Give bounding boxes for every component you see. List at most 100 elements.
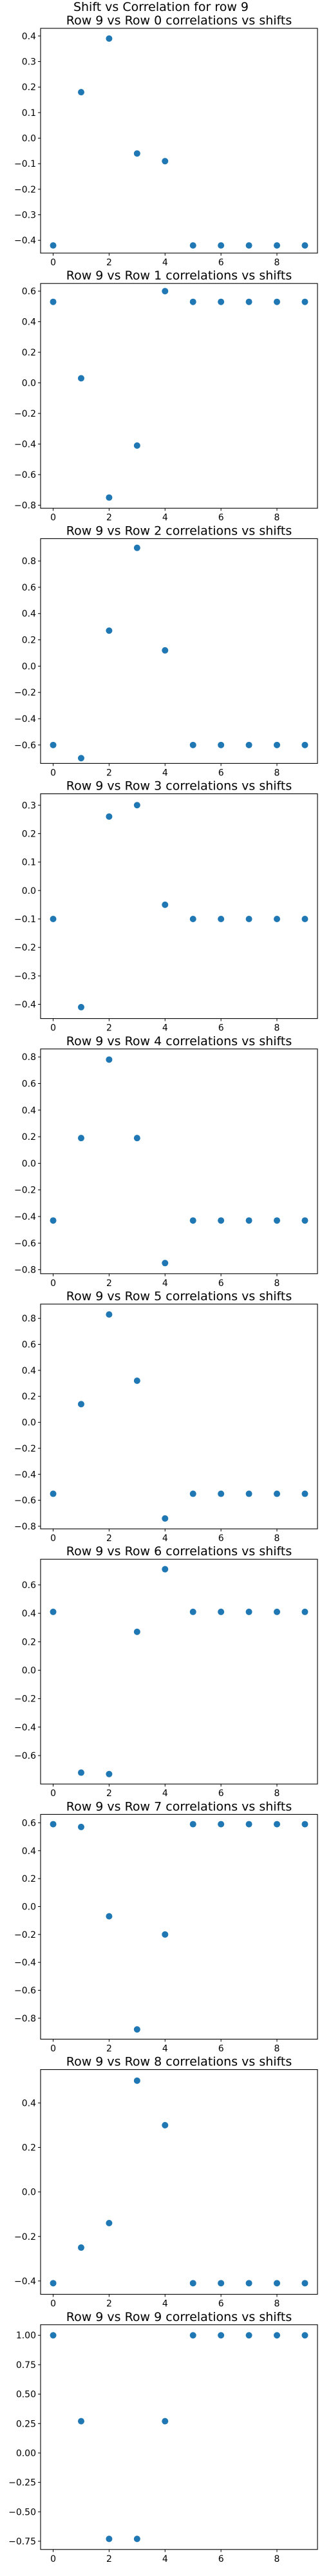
data-point	[133, 2077, 140, 2084]
subplot-1: Row 9 vs Row 1 correlations vs shifts 0 2 4…	[14, 269, 318, 523]
axes-frame	[40, 1814, 318, 2040]
data-point	[189, 242, 196, 249]
y-tick-label: 0.1	[22, 108, 36, 118]
y-tick-label: −0.6	[14, 1496, 36, 1506]
y-tick-label: −0.4	[14, 236, 36, 246]
x-tick-label: 8	[274, 2299, 280, 2309]
x-tick-label: 0	[50, 2554, 56, 2564]
data-point	[50, 298, 57, 305]
data-point	[162, 2121, 169, 2128]
x-tick-label: 6	[218, 768, 224, 778]
data-point	[218, 242, 225, 249]
data-point	[162, 1515, 169, 1522]
y-tick-label: −0.4	[14, 2277, 36, 2287]
figure-suptitle: Shift vs Correlation for row 9	[73, 0, 249, 14]
data-point	[218, 2332, 225, 2339]
data-point	[77, 89, 84, 96]
y-tick-label: 0.50	[16, 2390, 36, 2400]
data-point	[189, 2332, 196, 2339]
axes-frame	[40, 283, 318, 509]
y-tick-label: −0.2	[14, 1930, 36, 1940]
y-tick-label: 0.2	[22, 348, 36, 358]
y-tick-label: −0.8	[14, 1265, 36, 1276]
data-point	[274, 2280, 281, 2287]
data-point	[301, 1608, 308, 1615]
data-point	[274, 298, 281, 305]
y-tick-label: −0.2	[14, 1186, 36, 1196]
subplot-title: Row 9 vs Row 7 correlations vs shifts	[66, 1799, 292, 1814]
y-tick-label: −0.2	[14, 185, 36, 195]
y-tick-label: −0.2	[14, 409, 36, 419]
x-tick-label: 2	[106, 513, 112, 523]
data-point	[189, 298, 196, 305]
data-point	[77, 375, 84, 382]
x-tick-label: 0	[50, 1023, 56, 1034]
x-tick-label: 8	[274, 513, 280, 523]
subplot-8: Row 9 vs Row 8 correlations vs shifts 0 2 4…	[14, 2055, 318, 2309]
x-tick-label: 0	[50, 1788, 56, 1799]
axes-frame	[40, 1303, 318, 1530]
x-tick-label: 2	[106, 1788, 112, 1799]
y-tick-label: −0.3	[14, 971, 36, 981]
data-point	[106, 494, 113, 501]
y-tick-label: 0.0	[22, 134, 36, 144]
data-point	[189, 741, 196, 748]
data-point	[245, 2280, 252, 2287]
data-point	[218, 741, 225, 748]
y-tick-label: 0.2	[22, 1392, 36, 1402]
data-point	[162, 1566, 169, 1573]
x-tick-label: 6	[218, 1278, 224, 1289]
y-tick-label: −0.1	[14, 914, 36, 925]
data-point	[106, 813, 113, 820]
subplot-grid: Row 9 vs Row 0 correlations vs shifts 0 2 4…	[8, 14, 318, 2564]
data-point	[50, 2332, 57, 2339]
data-point	[245, 741, 252, 748]
x-tick-label: 4	[162, 1278, 168, 1289]
subplot-4: Row 9 vs Row 4 correlations vs shifts 0 2 4…	[14, 1034, 318, 1289]
data-point	[162, 2418, 169, 2425]
data-point	[274, 242, 281, 249]
data-point	[301, 242, 308, 249]
axes-frame	[40, 793, 318, 1019]
data-point	[189, 1217, 196, 1224]
y-tick-label: 0.6	[22, 1580, 36, 1591]
y-tick-label: 0.0	[22, 379, 36, 389]
subplot-5: Row 9 vs Row 5 correlations vs shifts 0 2 4…	[14, 1289, 318, 1544]
y-tick-label: 0.6	[22, 1818, 36, 1828]
data-point	[162, 647, 169, 654]
x-tick-label: 0	[50, 2299, 56, 2309]
x-tick-label: 4	[162, 1788, 168, 1799]
data-point	[106, 1311, 113, 1318]
data-point	[77, 1003, 84, 1010]
data-point	[245, 1217, 252, 1224]
data-point	[245, 1821, 252, 1828]
data-point	[218, 1217, 225, 1224]
x-tick-label: 8	[274, 768, 280, 778]
subplot-title: Row 9 vs Row 8 correlations vs shifts	[66, 2055, 292, 2069]
y-tick-label: 0.2	[22, 636, 36, 646]
data-point	[133, 1378, 140, 1385]
y-tick-label: −0.3	[14, 211, 36, 221]
x-tick-label: 4	[162, 2043, 168, 2054]
y-tick-label: 0.4	[22, 1846, 36, 1857]
data-point	[301, 2280, 308, 2287]
data-point	[133, 150, 140, 157]
y-tick-label: 0.2	[22, 1637, 36, 1647]
data-point	[106, 2220, 113, 2227]
x-tick-label: 4	[162, 1533, 168, 1544]
data-point	[106, 1913, 113, 1920]
data-point	[245, 2332, 252, 2339]
y-tick-label: 0.1	[22, 858, 36, 868]
y-tick-label: −0.25	[8, 2478, 36, 2488]
subplot-2: Row 9 vs Row 2 correlations vs shifts 0 2 4…	[14, 524, 318, 778]
x-tick-label: 2	[106, 1278, 112, 1289]
data-point	[133, 2026, 140, 2033]
data-point	[274, 1608, 281, 1615]
subplot-0: Row 9 vs Row 0 correlations vs shifts 0 2 4…	[14, 14, 318, 268]
subplot-title: Row 9 vs Row 5 correlations vs shifts	[66, 1289, 292, 1303]
subplot-title: Row 9 vs Row 3 correlations vs shifts	[66, 779, 292, 793]
data-point	[301, 1490, 308, 1497]
x-tick-label: 6	[218, 258, 224, 268]
data-point	[274, 1821, 281, 1828]
data-point	[50, 1490, 57, 1497]
